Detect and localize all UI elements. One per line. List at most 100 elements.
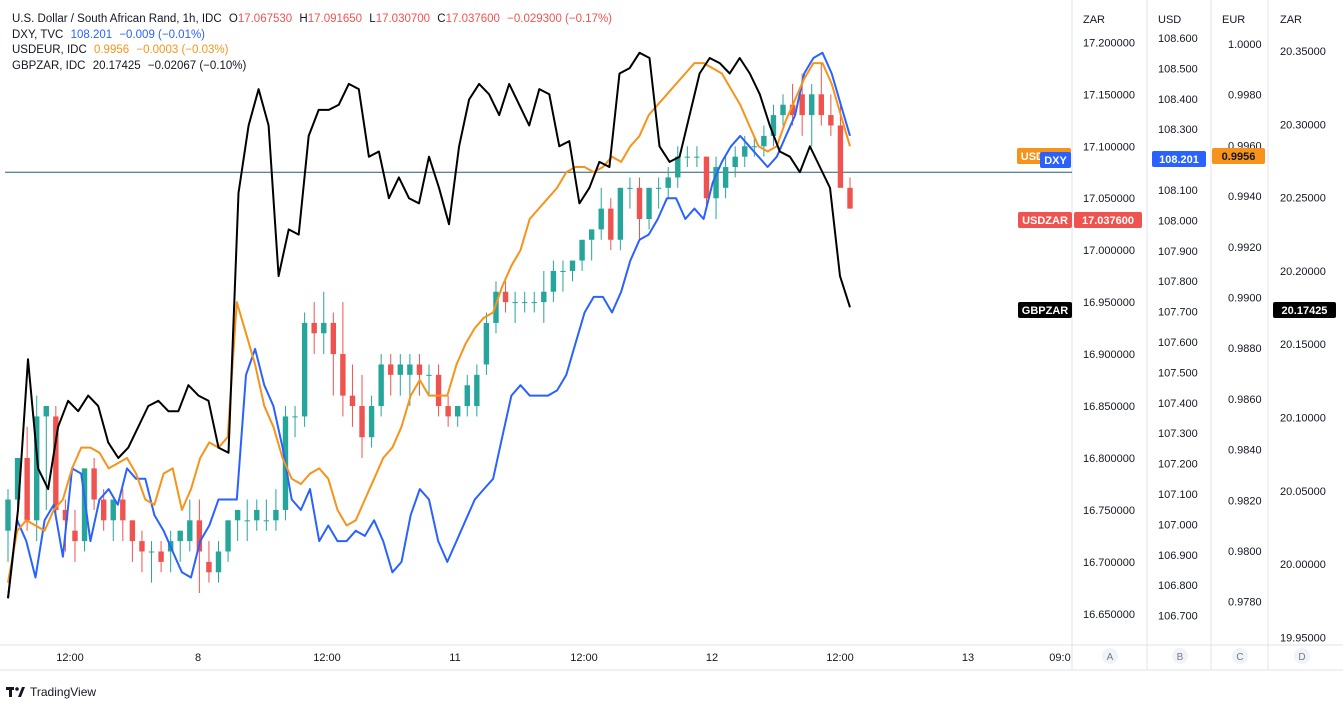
candle-body: [770, 115, 777, 136]
tradingview-brand: TradingView: [30, 685, 97, 699]
candle-body: [569, 260, 576, 271]
series-line-gbpzar: [7, 51, 851, 599]
axis-button-B[interactable]: [1172, 648, 1188, 664]
high-value: 17.091650: [307, 13, 363, 25]
axis-c-tick: 0.9820: [1228, 495, 1262, 507]
axis-c-tick: 0.9780: [1228, 597, 1262, 609]
axis-title-C: EUR: [1222, 14, 1245, 26]
axis-a-tick: 17.000000: [1083, 245, 1135, 257]
candle-body: [703, 156, 710, 199]
candle-body: [177, 530, 183, 542]
c-label: C: [437, 13, 446, 25]
gbpzar-change: −0.02067 (−0.10%): [147, 59, 247, 72]
candle-body: [311, 322, 317, 334]
axis-b-tick: 107.700: [1158, 307, 1198, 319]
axis-button-A[interactable]: [1102, 648, 1118, 664]
axis-button-D[interactable]: [1294, 648, 1310, 664]
close-value: 17.037600: [445, 13, 500, 25]
candle-body: [426, 374, 432, 376]
candle-body: [273, 509, 279, 521]
label-dxy: DXY: [1044, 155, 1067, 167]
candle-body: [388, 364, 394, 375]
tradingview-footer[interactable]: TradingView: [6, 685, 96, 699]
candle-body: [148, 551, 155, 553]
candle-body: [244, 520, 250, 522]
candle-body: [254, 509, 260, 521]
usdeur-name: USDEUR, IDC: [12, 44, 87, 56]
candle-body: [435, 374, 442, 407]
axis-d-last-value: 20.17425: [1282, 305, 1328, 317]
candle-body: [263, 520, 270, 522]
tradingview-logo-icon: [6, 687, 25, 697]
axis-b-last-value-bg: [1152, 151, 1206, 167]
candle-body: [215, 551, 222, 573]
axis-b-tick: 107.300: [1158, 428, 1198, 440]
axis-a-tick: 16.950000: [1083, 297, 1135, 309]
candle-body: [24, 457, 30, 521]
candle-body: [187, 520, 193, 542]
gbpzar-value: 20.17425: [92, 59, 141, 72]
axis-d-tick: 20.25000: [1280, 193, 1326, 205]
candle-body: [655, 187, 662, 189]
candle-body: [340, 354, 346, 396]
axis-b-last-value: 108.201: [1159, 154, 1199, 166]
axis-c-tick: 0.9900: [1228, 293, 1262, 305]
label-gbpzar: GBPZAR: [1022, 305, 1069, 317]
dxy-name: DXY, TVC: [12, 28, 64, 41]
axis-a-tick: 16.900000: [1083, 349, 1135, 361]
axis-c-tick: 0.9940: [1228, 191, 1262, 203]
label-usdzar: USDZAR: [1022, 215, 1068, 227]
axis-a-tick: 17.150000: [1083, 89, 1135, 101]
legend-usdeur[interactable]: USDEUR, IDC 0.9956 −0.0003 (−0.03%): [12, 43, 612, 59]
series-line-dxy: [7, 51, 851, 599]
legend-main[interactable]: U.S. Dollar / South African Rand, 1h, ID…: [12, 12, 612, 28]
axis-d-tick: 20.20000: [1280, 266, 1326, 278]
candle-body: [550, 270, 557, 292]
main-change: −0.029300 (−0.17%): [507, 13, 613, 25]
candle-body: [321, 322, 327, 334]
candle-body: [158, 551, 164, 562]
candle-body: [397, 364, 403, 375]
axis-c-tick: 0.9800: [1228, 546, 1262, 558]
time-tick: 13: [962, 652, 974, 664]
candle-body: [684, 156, 691, 158]
axis-a-tick: 16.850000: [1083, 401, 1135, 413]
candle-body: [368, 406, 375, 438]
time-tick: 8: [195, 652, 201, 664]
axis-b-tick: 106.800: [1158, 580, 1198, 592]
axis-b-tick: 107.400: [1158, 398, 1198, 410]
time-tick: 09:0: [1049, 652, 1070, 664]
legend-gbpzar[interactable]: GBPZAR, IDC 20.17425 −0.02067 (−0.10%): [12, 59, 612, 75]
axis-title-B: USD: [1158, 14, 1181, 26]
candle-body: [588, 229, 595, 240]
legend-dxy[interactable]: DXY, TVC 108.201 −0.009 (−0.01%): [12, 28, 612, 44]
axis-a-tick: 16.750000: [1083, 505, 1135, 517]
l-label: L: [369, 13, 376, 25]
open-value: 17.067530: [237, 13, 293, 25]
candle-body: [722, 167, 729, 188]
candle-body: [34, 416, 40, 521]
candle-body: [206, 561, 212, 573]
axis-b-tick: 107.200: [1158, 459, 1198, 471]
axis-a-last-value: 17.037600: [1082, 215, 1134, 227]
candle-body: [110, 499, 116, 521]
axis-d-tick: 20.10000: [1280, 413, 1326, 425]
main-symbol-name: U.S. Dollar / South African Rand, 1h, ID…: [12, 13, 222, 25]
axis-c-tick: 1.0000: [1228, 39, 1262, 51]
time-tick: 12:00: [826, 652, 854, 664]
candle-body: [464, 385, 470, 407]
axis-a-tick: 17.100000: [1083, 141, 1135, 153]
axis-c-last-value-bg: [1212, 148, 1265, 164]
axis-button-C[interactable]: [1232, 648, 1248, 664]
axis-c-last-value: 0.9956: [1222, 151, 1256, 163]
candle-body: [560, 270, 566, 272]
axis-b-tick: 107.800: [1158, 276, 1198, 288]
candle-body: [407, 364, 413, 375]
time-tick: 12:00: [313, 652, 341, 664]
candle-body: [445, 406, 451, 417]
candle-body: [742, 146, 748, 157]
axis-d-tick: 20.35000: [1280, 46, 1326, 58]
candle-body: [120, 499, 126, 521]
axis-a-tick: 16.700000: [1083, 557, 1135, 569]
